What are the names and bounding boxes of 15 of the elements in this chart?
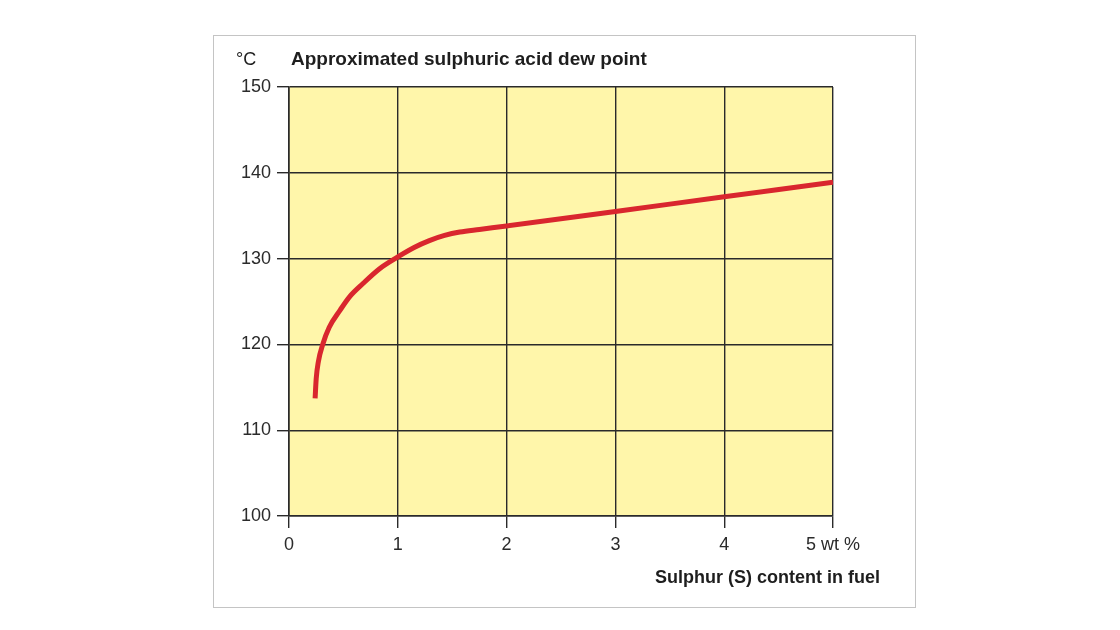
x-tick-label: 0 (283, 533, 295, 554)
y-tick-label: 120 (240, 333, 271, 354)
x-tick-label: 4 (719, 533, 730, 554)
y-tick-label: 110 (242, 419, 271, 440)
y-tick-label: 140 (240, 161, 271, 182)
x-tick-label: 5 wt % (805, 533, 861, 554)
y-tick-label: 100 (240, 504, 271, 525)
y-tick-label: 130 (240, 247, 271, 268)
x-axis-title: Sulphur (S) content in fuel (655, 566, 880, 587)
x-tick-label: 3 (610, 533, 621, 554)
y-axis-title: °C (236, 48, 257, 69)
chart-title: Approximated sulphuric acid dew point (291, 48, 648, 70)
x-tick-label: 1 (392, 533, 403, 554)
y-tick-label: 150 (240, 75, 271, 96)
x-tick-label: 2 (501, 533, 512, 554)
